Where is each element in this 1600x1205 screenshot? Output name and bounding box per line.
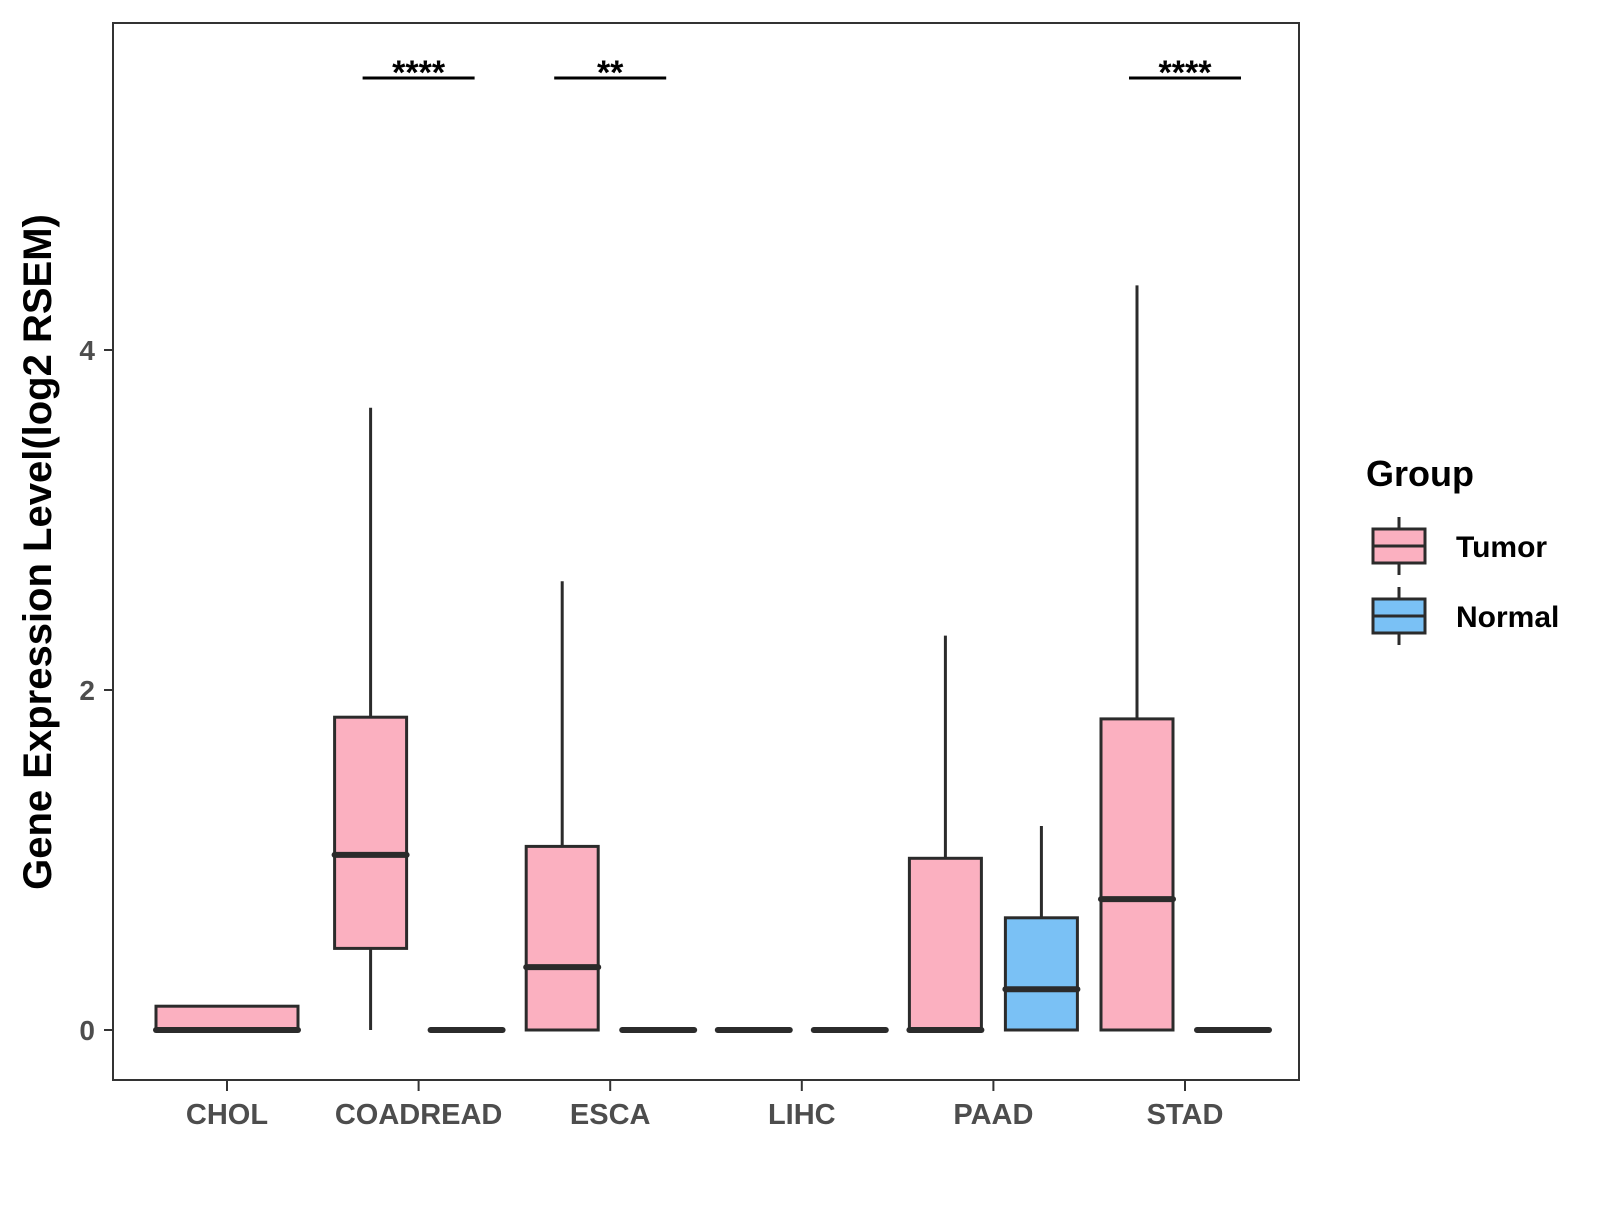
box-body-tumor-chol <box>154 1004 300 1032</box>
x-tick-label-paad: PAAD <box>953 1099 1033 1131</box>
box-tumor-esca <box>523 581 602 1032</box>
legend-label-tumor: Tumor <box>1456 531 1547 564</box>
x-tick-label-esca: ESCA <box>570 1099 651 1131</box>
legend-item-normal: Normal <box>1371 587 1559 645</box>
box-body-tumor-coadread <box>333 715 409 950</box>
x-tick-label-stad: STAD <box>1147 1099 1224 1131</box>
box-tumor-paad <box>906 635 985 1033</box>
box-body-tumor-esca <box>524 844 600 1032</box>
y-tick-label-2: 2 <box>79 675 95 706</box>
box-tumor-coadread <box>331 407 410 1030</box>
y-axis-label: Gene Expression Level(log2 RSEM) <box>16 214 60 890</box>
y-tick-label-4: 4 <box>79 335 95 366</box>
box-normal-paad <box>1002 826 1081 1032</box>
x-tick-label-lihc: LIHC <box>768 1099 836 1131</box>
significance-label-stad: **** <box>1159 54 1213 92</box>
x-tick-label-chol: CHOL <box>186 1099 268 1131</box>
box-body-normal-paad <box>1003 916 1079 1032</box>
legend-title: Group <box>1366 453 1474 494</box>
legend: Tumor Normal <box>1371 517 1559 645</box>
legend-label-normal: Normal <box>1456 601 1559 634</box>
significance-label-coadread: **** <box>392 54 446 92</box>
legend-item-tumor: Tumor <box>1371 517 1547 575</box>
box-body-tumor-stad <box>1099 717 1175 1032</box>
y-tick-label-0: 0 <box>79 1015 95 1046</box>
significance-label-esca: ** <box>597 54 624 92</box>
box-tumor-stad <box>1098 285 1176 1032</box>
x-tick-label-coadread: COADREAD <box>335 1099 503 1131</box>
box-body-tumor-paad <box>907 856 983 1032</box>
box-tumor-chol <box>153 1004 301 1033</box>
